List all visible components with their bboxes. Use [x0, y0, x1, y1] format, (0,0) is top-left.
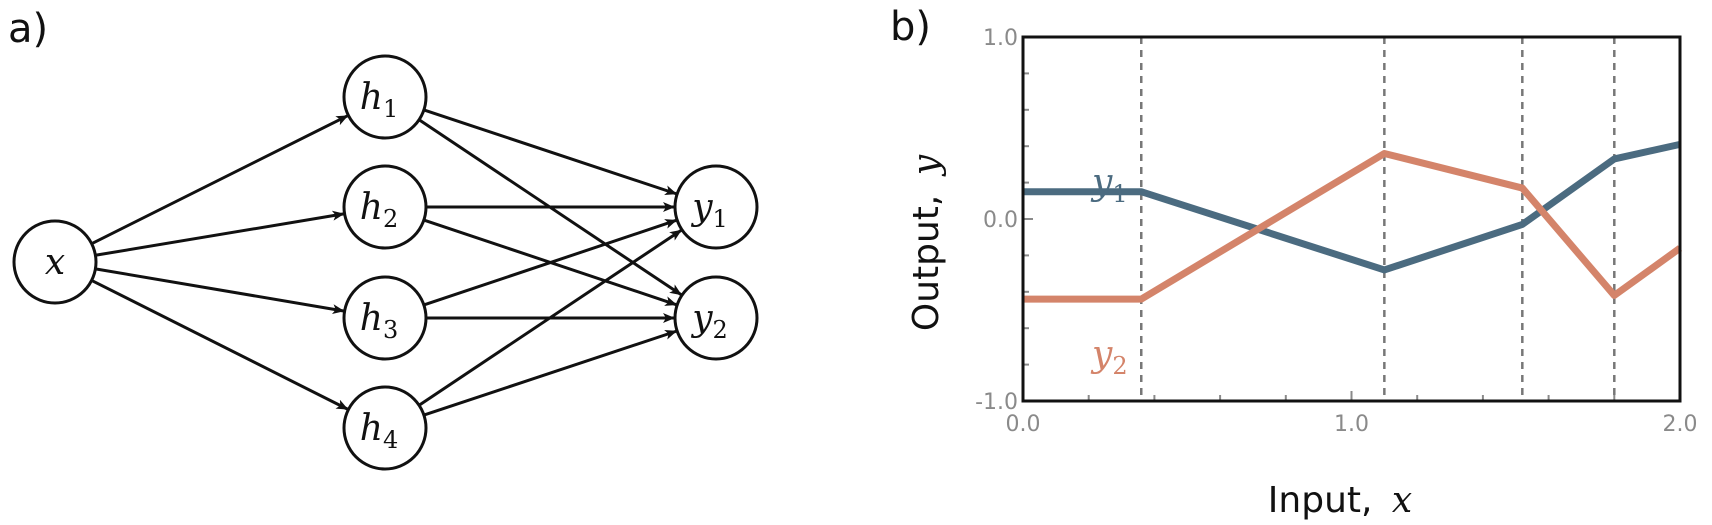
node-h1-label: h1	[360, 77, 398, 123]
node-x-base: x	[45, 242, 65, 283]
x-tick-label: 0.0	[1006, 412, 1041, 437]
node-h4-label: h4	[360, 408, 398, 454]
node-x-circle	[12, 219, 98, 305]
node-h3-circle	[342, 275, 428, 361]
node-h2-circle	[342, 164, 428, 250]
edge-x-h4	[90, 279, 349, 411]
node-h3-sub: 3	[383, 316, 398, 344]
node-h2: h2	[342, 164, 428, 250]
node-h4: h4	[342, 385, 428, 471]
series-line-y1	[1023, 140, 1681, 274]
node-h4-circle	[342, 385, 428, 471]
series-line-y2	[1023, 149, 1683, 303]
edge-h4-y1	[418, 229, 682, 407]
plot-frame	[1021, 35, 1682, 403]
node-h4-sub: 4	[383, 426, 398, 454]
series-label-y2: y2	[1090, 334, 1128, 380]
x-tick-label: 1.0	[1334, 412, 1369, 437]
node-y2-sub: 2	[713, 316, 728, 344]
edge-x-h3	[95, 267, 345, 315]
edge-h1-y1	[423, 108, 678, 196]
y-tick-label: -1.0	[975, 390, 1018, 415]
edge-x-h1	[91, 114, 349, 246]
node-y2: y2	[673, 275, 759, 361]
y-axis-label-text: Output,	[906, 195, 947, 332]
node-h1-base: h	[360, 77, 383, 118]
x-axis-label-text: Input,	[1268, 480, 1373, 521]
node-y1-base: y	[690, 187, 713, 228]
y-tick-label: 1.0	[983, 26, 1018, 51]
series-label-y1-sub: 1	[1112, 180, 1127, 208]
edge-x-h2	[95, 210, 345, 257]
series-label-y1-base: y	[1090, 162, 1113, 203]
panel-a-label: a)	[8, 6, 48, 52]
node-y1-label: y1	[690, 187, 728, 233]
node-h1-sub: 1	[383, 95, 398, 123]
node-h2-label: h2	[360, 187, 398, 233]
network-edges	[90, 108, 682, 417]
node-x: x	[12, 219, 98, 305]
node-h4-base: h	[360, 408, 383, 449]
node-h1: h1	[342, 54, 428, 140]
series-label-y2-sub: 2	[1112, 352, 1127, 380]
node-h2-sub: 2	[383, 205, 398, 233]
y-axis-label-var: y	[906, 154, 947, 177]
node-h3: h3	[342, 275, 428, 361]
y-tick-label: 0.0	[983, 208, 1018, 233]
x-tick-label: 2.0	[1663, 412, 1698, 437]
node-h3-label: h3	[360, 298, 398, 344]
node-y1-circle	[673, 164, 759, 250]
node-x-label: x	[45, 242, 65, 283]
x-axis-label: Input, x	[1268, 480, 1412, 521]
node-y1-sub: 1	[713, 205, 728, 233]
node-y1: y1	[673, 164, 759, 250]
series-label-y2-base: y	[1090, 334, 1113, 375]
y-axis-label: Output, y	[906, 154, 947, 331]
panel-b-label: b)	[890, 4, 931, 50]
node-h3-base: h	[360, 298, 383, 339]
node-h2-base: h	[360, 187, 383, 228]
node-h1-circle	[342, 54, 428, 140]
edge-h3-y1	[423, 218, 678, 307]
x-axis-label-var: x	[1392, 480, 1412, 521]
series-label-y1: y1	[1090, 162, 1128, 208]
edge-h4-y2	[423, 329, 678, 417]
node-y2-base: y	[690, 298, 713, 339]
node-y2-circle	[673, 275, 759, 361]
node-y2-label: y2	[690, 298, 728, 344]
